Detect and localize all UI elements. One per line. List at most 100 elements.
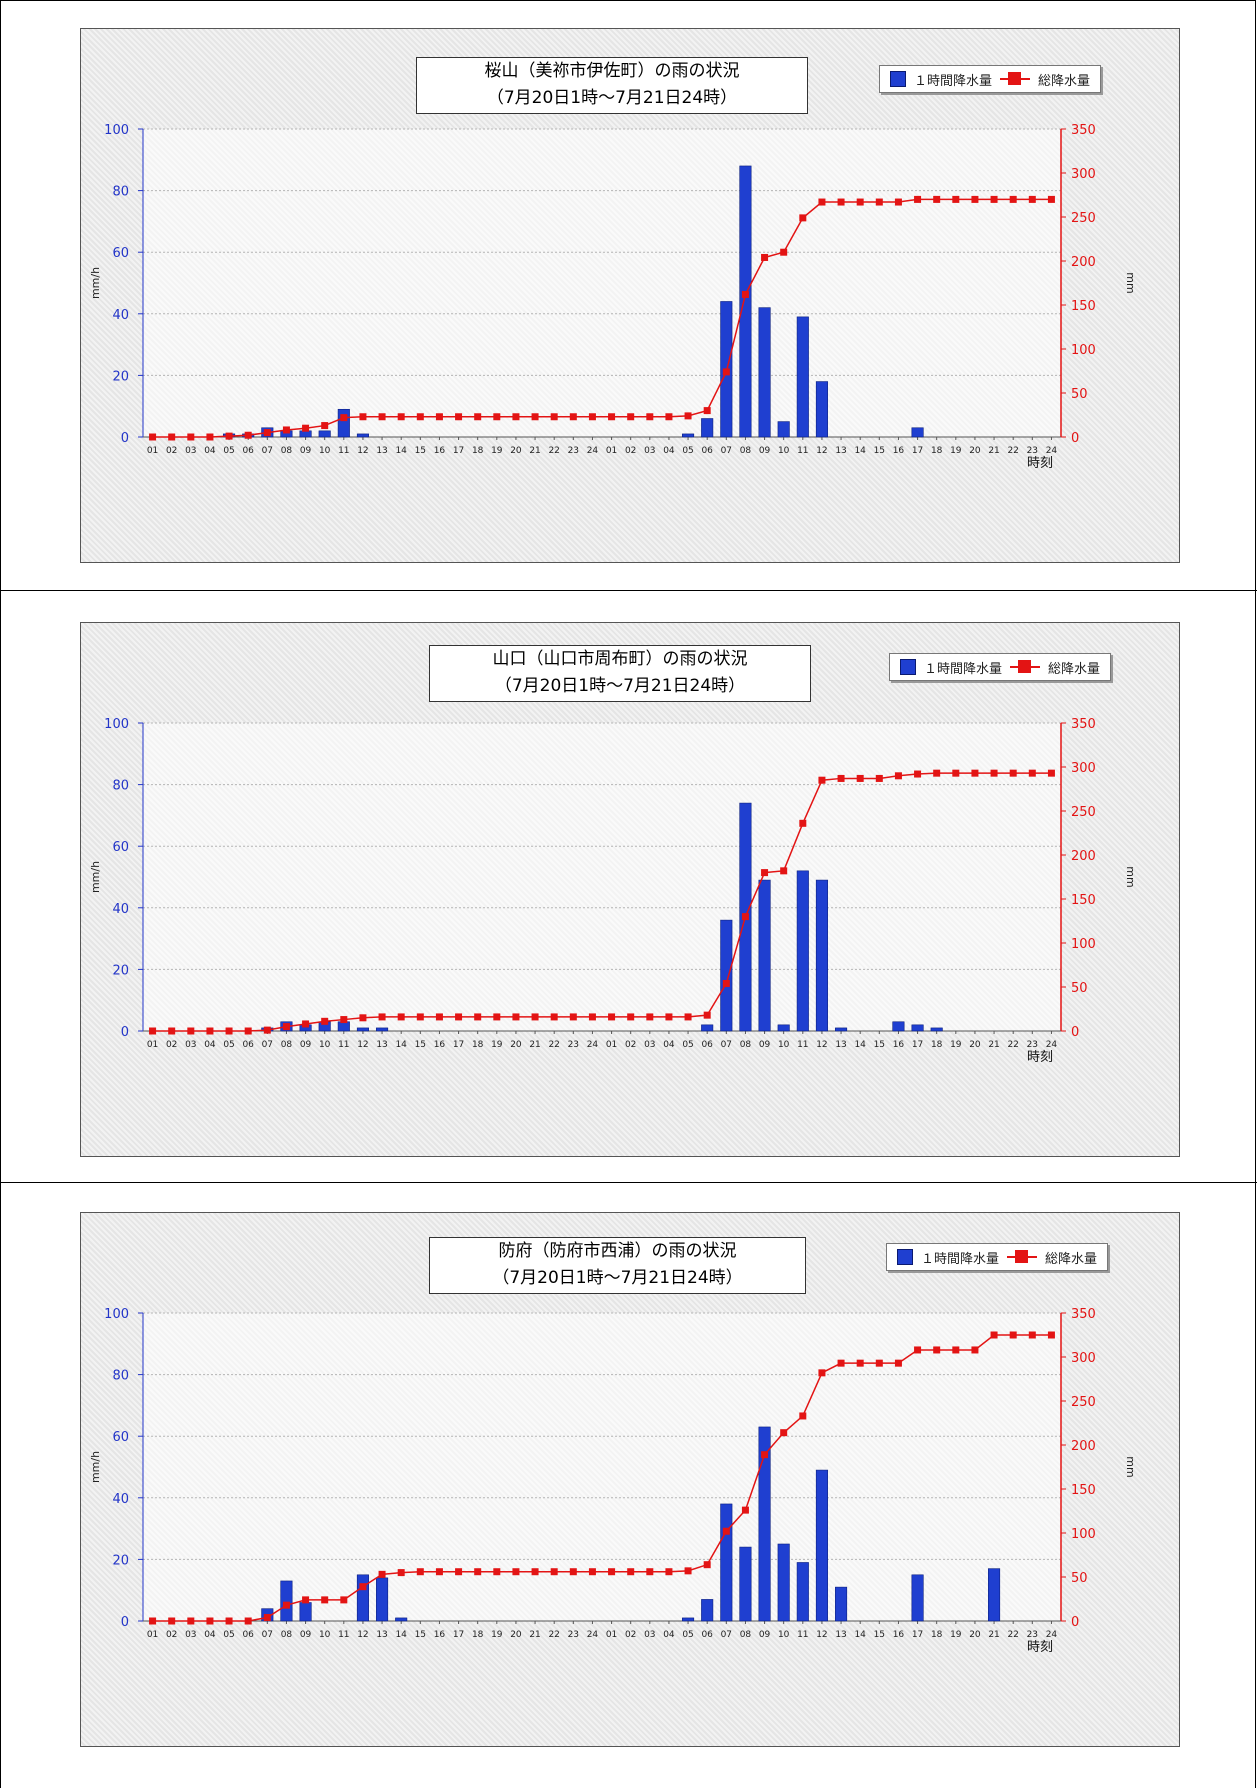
chart-panel-sakurayama: 0 20 40 60 80 100 0 50 100 150 200 250 300 350 mm/h mm 時… (80, 28, 1180, 563)
x-axis-tick-label: 16 (434, 1040, 446, 1050)
cumulative-point (416, 413, 424, 421)
cumulative-point (244, 1027, 252, 1035)
x-axis-tick-label: 05 (223, 1630, 234, 1640)
rain-bar (892, 1021, 905, 1032)
cumulative-point (187, 1617, 195, 1625)
x-axis-tick-label: 12 (816, 1040, 827, 1050)
x-axis-tick-label: 04 (663, 1040, 675, 1050)
rain-bar (701, 1599, 714, 1622)
x-axis-tick-label: 19 (950, 1630, 962, 1640)
x-axis-tick-label: 12 (357, 446, 368, 456)
x-axis-tick-label: 13 (376, 446, 387, 456)
x-axis-tick-label: 13 (835, 446, 846, 456)
chart-subtitle: （7月20日1時～7月21日24時） (486, 88, 738, 108)
left-axis-tick-label: 80 (112, 1369, 129, 1384)
x-axis-tick-label: 08 (281, 1630, 293, 1640)
x-axis-title: 時刻 (1027, 1640, 1053, 1655)
rain-bar (682, 433, 695, 438)
right-axis-tick-label: 100 (1071, 937, 1096, 952)
cumulative-point (1047, 769, 1055, 777)
cumulative-point (894, 198, 902, 206)
cumulative-point (608, 413, 616, 421)
left-axis-tick-label: 80 (112, 779, 129, 794)
chart-panel-hofu: 0 20 40 60 80 100 0 50 100 150 200 250 300 350 mm/h mm 時… (80, 1212, 1180, 1747)
cumulative-point (914, 195, 922, 203)
right-axis-tick-label: 250 (1071, 211, 1096, 226)
rain-bar (720, 919, 733, 1032)
cumulative-point (206, 1027, 214, 1035)
x-axis-tick-label: 15 (874, 1630, 885, 1640)
left-axis-tick-label: 100 (104, 123, 129, 138)
plot-area (143, 1313, 1061, 1621)
x-axis-tick-label: 24 (1046, 1040, 1058, 1050)
x-axis-tick-label: 06 (242, 446, 254, 456)
x-axis-tick-label: 22 (1007, 1630, 1018, 1640)
cumulative-point (397, 1013, 405, 1021)
rain-bar (777, 1543, 790, 1622)
x-axis-tick-label: 11 (338, 1040, 349, 1050)
x-axis-tick-label: 20 (969, 1630, 981, 1640)
cumulative-point (741, 1506, 749, 1514)
rain-bar (758, 307, 771, 438)
x-axis-tick-label: 09 (759, 1040, 771, 1050)
cumulative-point (837, 774, 845, 782)
rain-bar (356, 1027, 369, 1032)
x-axis-tick-label: 06 (242, 1630, 254, 1640)
cumulative-point (780, 867, 788, 875)
x-axis-tick-label: 03 (644, 446, 655, 456)
x-axis-tick-label: 10 (778, 1040, 790, 1050)
x-axis-tick-label: 20 (969, 446, 981, 456)
x-axis-tick-label: 01 (147, 1040, 158, 1050)
cumulative-point (856, 774, 864, 782)
left-axis-tick-label: 0 (121, 1025, 129, 1040)
x-axis-tick-label: 09 (759, 446, 771, 456)
left-axis-title: mm/h (89, 267, 102, 299)
cumulative-point (282, 1601, 290, 1609)
x-axis-tick-label: 19 (491, 1040, 503, 1050)
legend-line-swatch (1007, 1250, 1038, 1264)
x-axis-tick-label: 22 (548, 1040, 559, 1050)
right-axis-tick-label: 250 (1071, 1395, 1096, 1410)
plot-area (143, 723, 1061, 1031)
x-axis-tick-label: 07 (721, 1630, 732, 1640)
x-axis-tick-label: 04 (204, 1040, 216, 1050)
cumulative-point (302, 1596, 310, 1604)
left-axis-tick-label: 0 (121, 431, 129, 446)
cumulative-point (378, 1570, 386, 1578)
x-axis-tick-label: 08 (740, 1630, 752, 1640)
cumulative-point (1047, 195, 1055, 203)
x-axis-tick-label: 23 (568, 446, 579, 456)
cumulative-point (550, 1013, 558, 1021)
right-axis-tick-label: 200 (1071, 255, 1096, 270)
cumulative-point (302, 1020, 310, 1028)
x-axis-tick-label: 07 (721, 446, 732, 456)
row-divider (0, 1182, 1257, 1183)
cumulative-point (703, 1561, 711, 1569)
cumulative-point (359, 1583, 367, 1591)
cumulative-point (588, 413, 596, 421)
cumulative-point (665, 413, 673, 421)
cumulative-point (761, 253, 769, 261)
rain-bar (337, 1021, 350, 1032)
rain-bar (796, 870, 809, 1032)
left-axis-tick-label: 60 (112, 840, 129, 855)
x-axis-tick-label: 11 (797, 1630, 808, 1640)
cumulative-point (971, 1346, 979, 1354)
x-axis-tick-label: 05 (682, 446, 693, 456)
x-axis-tick-label: 23 (1027, 446, 1038, 456)
cumulative-point (952, 195, 960, 203)
chart-subtitle: （7月20日1時～7月21日24時） (494, 676, 746, 696)
chart-title: 桜山（美祢市伊佐町）の雨の状況 (484, 61, 740, 81)
rain-bar (911, 427, 924, 438)
x-axis-tick-label: 14 (854, 1630, 866, 1640)
x-axis-tick-label: 08 (281, 446, 293, 456)
x-axis-tick-label: 20 (969, 1040, 981, 1050)
cumulative-point (646, 1013, 654, 1021)
x-axis-tick-label: 15 (874, 446, 885, 456)
cumulative-point (837, 1359, 845, 1367)
cumulative-point (493, 1568, 501, 1576)
x-axis-tick-label: 11 (797, 1040, 808, 1050)
x-axis-tick-label: 14 (854, 1040, 866, 1050)
x-axis-tick-label: 02 (625, 1630, 636, 1640)
